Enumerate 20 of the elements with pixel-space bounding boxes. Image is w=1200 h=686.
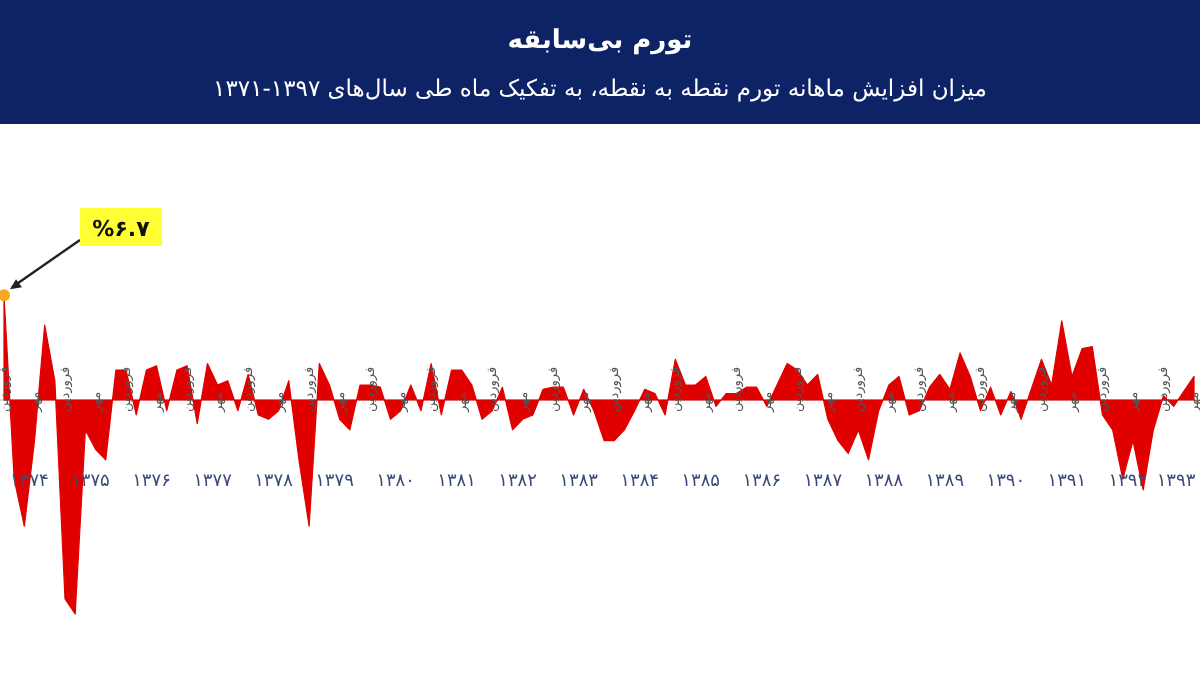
annotation: ۱۳۸۷ xyxy=(803,472,843,492)
annotation: ۱۳۷۷ xyxy=(193,472,233,492)
annotation: ۱۳۸۶ xyxy=(742,472,782,492)
annotation: ۱۳۸۹ xyxy=(925,472,965,492)
annotation: ۱۳۸۰ xyxy=(376,472,415,492)
annotation: ۱۳۸۲ xyxy=(498,472,538,492)
annotation: ۱۳۸۵ xyxy=(681,472,721,492)
annotation: ۱۳۹۱ xyxy=(1047,472,1087,492)
chart-title: تورم بی‌سابقه xyxy=(507,26,693,56)
chart-subtitle: میزان افزایش ماهانه تورم نقطه به نقطه، به تفکیک ماه طی سال‌های ۱۳۹۷-۱۳۷۱ xyxy=(213,74,987,102)
annotation: ۱۳۹۰ xyxy=(986,472,1026,492)
annotation: ۱۳۸۳ xyxy=(559,472,599,492)
annotation: ۱۳۹۳ xyxy=(1156,472,1196,492)
annotation: ۱۳۸۴ xyxy=(620,472,660,492)
annotation: ۱۳۸۸ xyxy=(864,472,904,492)
annotation: ۱۳۸۱ xyxy=(437,472,476,492)
annotation: ۱۳۷۹ xyxy=(315,472,355,492)
annotation: ۱۳۷۸ xyxy=(254,472,294,492)
text: %۶.۷ xyxy=(92,216,151,242)
annotation: ۱۳۷۶ xyxy=(132,472,172,492)
